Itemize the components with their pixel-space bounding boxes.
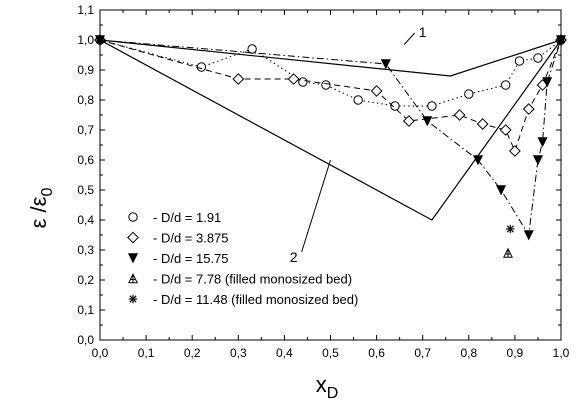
legend-marker bbox=[127, 253, 139, 264]
data-point bbox=[506, 224, 515, 234]
data-point bbox=[514, 56, 525, 66]
x-tick-label: 0,2 bbox=[184, 346, 201, 360]
y-tick-label: 0,6 bbox=[77, 153, 94, 167]
data-point bbox=[380, 59, 391, 70]
y-tick-label: 0,0 bbox=[77, 333, 94, 347]
data-point bbox=[508, 145, 521, 157]
data-point bbox=[473, 155, 484, 166]
data-point bbox=[427, 101, 437, 111]
axes: 0,0 0,1 0,2 0,3 0,4 0,5 0,6 0,7 0,8 0,9 1,0 0,0 0,1 0… bbox=[77, 3, 569, 360]
reference-curve-1 bbox=[99, 39, 562, 77]
data-point bbox=[523, 230, 534, 241]
data-point bbox=[499, 124, 512, 136]
data-point bbox=[522, 103, 535, 115]
legend: - D/d = 1.91 - D/d = 3.875 - D/d = 15.75 - … bbox=[127, 210, 358, 307]
series-line bbox=[99, 39, 562, 153]
data-point-stroke-d2 bbox=[506, 225, 514, 233]
data-point bbox=[287, 73, 300, 85]
series-5 bbox=[506, 224, 515, 234]
legend-label: - D/d = 11.48 (filled monosized bed) bbox=[153, 292, 358, 307]
y-tick-label: 0,1 bbox=[77, 303, 94, 317]
y-tick-label: 0,5 bbox=[77, 183, 94, 197]
legend-label: - D/d = 7.78 (filled monosized bed) bbox=[153, 272, 352, 287]
x-tick-label: 0,3 bbox=[230, 346, 247, 360]
data-point bbox=[196, 62, 207, 72]
x-tick-label: 0,9 bbox=[507, 346, 524, 360]
curve-leader-2 bbox=[301, 159, 331, 253]
x-tick-label: 1,0 bbox=[553, 346, 570, 360]
y-tick-label: 0,8 bbox=[77, 93, 94, 107]
legend-label: - D/d = 1.91 bbox=[153, 210, 221, 225]
x-tick-label: 0,5 bbox=[322, 346, 339, 360]
data-point bbox=[390, 101, 400, 111]
data-point bbox=[370, 85, 383, 97]
data-point bbox=[321, 80, 331, 90]
curve-label-1: 1 bbox=[419, 24, 427, 40]
series-line bbox=[99, 39, 562, 237]
legend-marker bbox=[128, 294, 138, 304]
data-point bbox=[537, 137, 548, 148]
legend-marker bbox=[127, 273, 139, 284]
curve-label-2: 2 bbox=[290, 249, 298, 265]
y-tick-label: 0,3 bbox=[77, 243, 94, 257]
reference-curves: 12 bbox=[99, 24, 562, 265]
y-tick-label: 1,0 bbox=[77, 33, 94, 47]
data-point bbox=[502, 247, 513, 258]
data-point bbox=[496, 185, 507, 196]
data-point bbox=[542, 77, 553, 88]
data-point bbox=[464, 89, 474, 99]
curve-leader-1 bbox=[403, 32, 416, 45]
data-point bbox=[353, 95, 363, 105]
y-tick-label: 0,4 bbox=[77, 213, 94, 227]
data-point bbox=[500, 80, 511, 90]
data-point bbox=[402, 115, 415, 127]
series-4 bbox=[502, 247, 513, 258]
legend-marker bbox=[127, 231, 139, 244]
x-tick-label: 0,1 bbox=[138, 346, 155, 360]
x-axis-label: xD bbox=[316, 372, 339, 402]
data-point bbox=[232, 73, 245, 85]
series-3 bbox=[94, 35, 567, 241]
x-tick-label: 0,4 bbox=[276, 346, 293, 360]
x-tick-label: 0,0 bbox=[92, 346, 109, 360]
y-tick-label: 0,2 bbox=[77, 273, 94, 287]
data-point bbox=[532, 155, 543, 166]
data-point bbox=[422, 116, 433, 127]
series-2 bbox=[94, 34, 567, 157]
y-tick-label: 0,9 bbox=[77, 63, 94, 77]
data-point bbox=[533, 53, 543, 63]
y-tick-label: 1,1 bbox=[77, 3, 94, 17]
legend-marker bbox=[128, 212, 138, 222]
reference-curve-2 bbox=[99, 39, 562, 221]
legend-marker-stroke-d2 bbox=[129, 295, 137, 303]
x-tick-label: 0,8 bbox=[460, 346, 477, 360]
x-tick-label: 0,7 bbox=[414, 346, 431, 360]
data-point bbox=[476, 118, 489, 130]
data-point bbox=[453, 109, 466, 121]
data-point bbox=[298, 77, 308, 87]
legend-label: - D/d = 3.875 bbox=[153, 231, 229, 246]
series-line bbox=[99, 39, 562, 107]
data-point bbox=[247, 44, 257, 54]
x-tick-label: 0,6 bbox=[368, 346, 385, 360]
data-series bbox=[94, 34, 567, 258]
legend-label: - D/d = 15.75 bbox=[153, 251, 229, 266]
y-tick-label: 0,7 bbox=[77, 123, 94, 137]
y-axis-label: ε /ε0 bbox=[26, 188, 56, 229]
